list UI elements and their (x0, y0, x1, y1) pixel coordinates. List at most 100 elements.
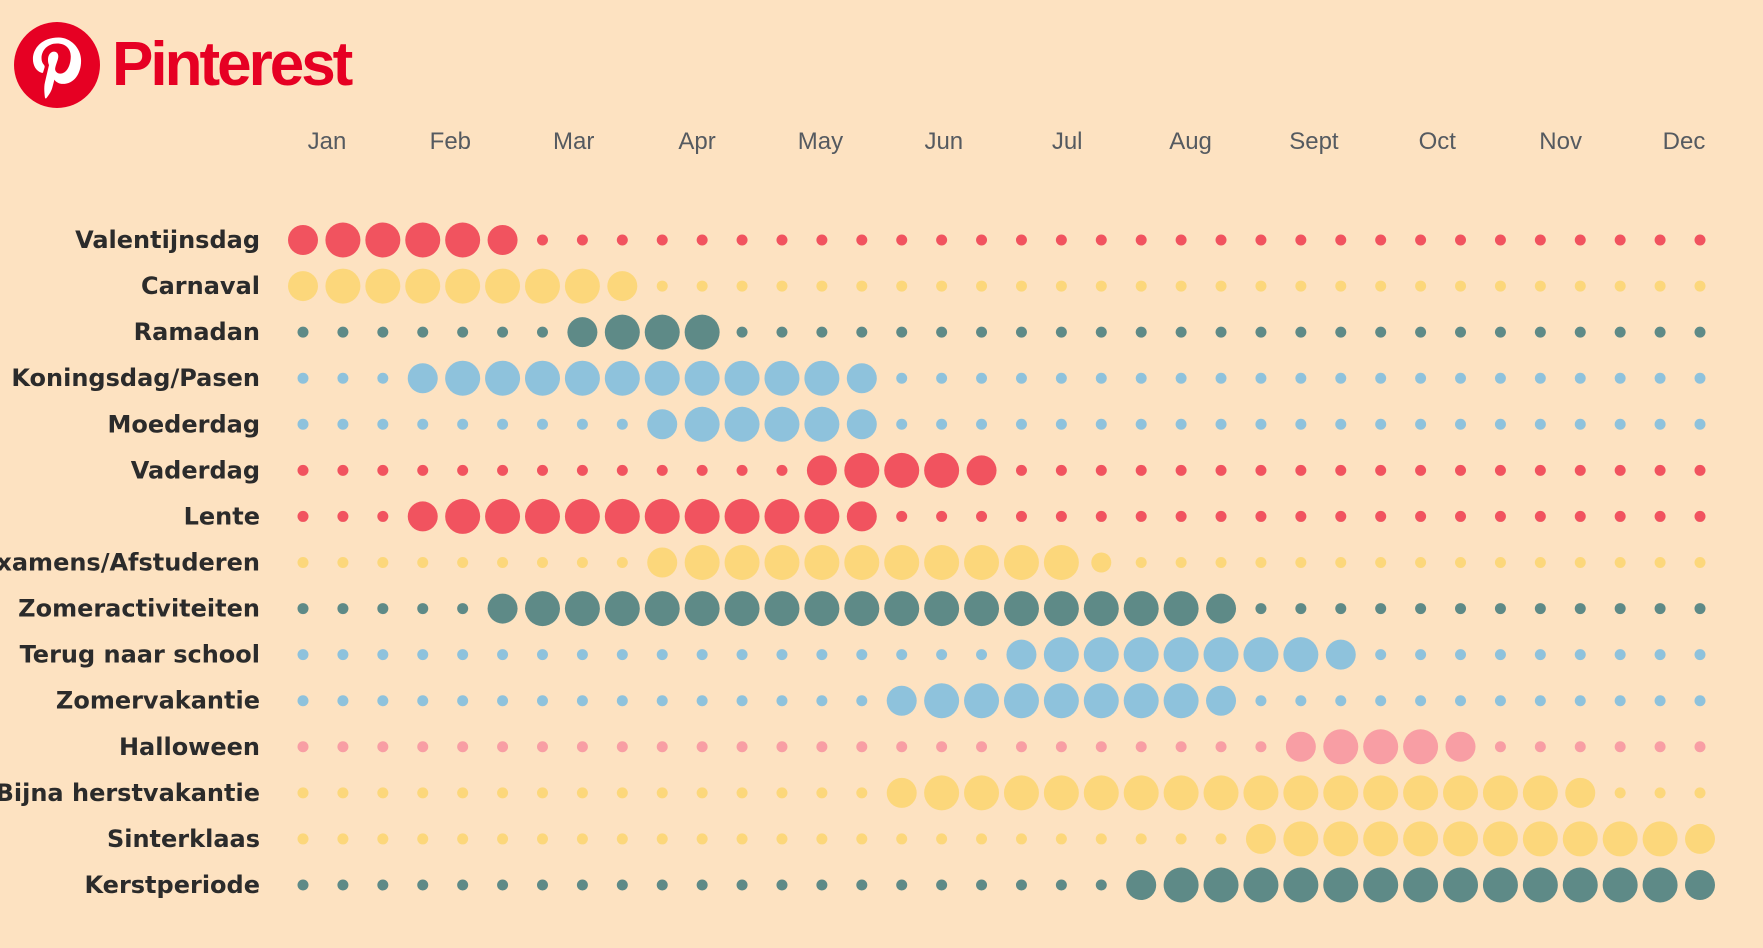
data-dot (1175, 372, 1187, 384)
data-dot (1043, 775, 1079, 811)
data-dot (1522, 867, 1558, 903)
row-label: Carnaval (141, 272, 260, 300)
data-dot (1015, 741, 1027, 753)
data-dot (1245, 823, 1276, 854)
data-dot (896, 510, 908, 522)
data-dot (736, 234, 748, 246)
data-dot (1283, 821, 1319, 857)
month-label: Jul (1052, 128, 1083, 155)
row-label: Zomervakantie (56, 687, 260, 715)
data-dot (1055, 464, 1067, 476)
data-dot (1403, 729, 1439, 765)
data-dot (1126, 870, 1157, 900)
data-dot (1654, 326, 1666, 338)
data-dot (776, 280, 788, 292)
data-dot (736, 879, 748, 891)
data-dot (1323, 775, 1359, 811)
data-dot (1055, 510, 1067, 522)
data-dot (924, 545, 960, 580)
data-dot (856, 833, 868, 845)
data-dot (816, 234, 828, 246)
data-dot (816, 695, 828, 707)
data-dot (1295, 695, 1307, 707)
data-dot (405, 222, 441, 258)
data-dot (1375, 372, 1387, 384)
data-dot (736, 326, 748, 338)
data-dot (976, 280, 988, 292)
data-dot (1363, 775, 1399, 811)
data-dot (1006, 639, 1037, 670)
data-dot (1654, 741, 1666, 753)
data-dot (1163, 637, 1199, 673)
data-dot (1295, 418, 1307, 430)
data-dot (1494, 280, 1506, 292)
data-dot (1255, 695, 1267, 707)
row-label: Koningsdag/Pasen (11, 364, 260, 392)
data-dot (1175, 833, 1187, 845)
data-dot (1685, 870, 1715, 900)
data-dot (816, 833, 828, 845)
data-dot (1175, 326, 1187, 338)
data-dot (1215, 372, 1227, 384)
data-dot (1255, 372, 1267, 384)
data-dot (816, 280, 828, 292)
data-dot (1694, 787, 1706, 799)
data-dot (1335, 510, 1347, 522)
month-label: Feb (430, 128, 471, 155)
data-dot (1614, 326, 1626, 338)
data-dot (1215, 510, 1227, 522)
data-dot (1083, 683, 1119, 719)
data-dot (337, 649, 349, 661)
data-dot (1455, 372, 1467, 384)
data-dot (884, 591, 920, 627)
data-dot (886, 777, 917, 808)
data-dot (684, 406, 720, 442)
row-label: Examens/Afstuderen (0, 549, 260, 577)
data-dot (1335, 557, 1347, 568)
data-dot (576, 741, 588, 753)
data-dot (1175, 234, 1187, 246)
data-dot (1163, 683, 1199, 719)
data-dot (656, 741, 668, 753)
data-dot (1403, 775, 1439, 811)
data-dot (1123, 591, 1159, 627)
data-dot (936, 372, 948, 384)
data-dot (457, 833, 469, 845)
data-dot (536, 879, 548, 891)
data-dot (457, 418, 469, 430)
data-dot (1215, 280, 1227, 292)
data-dot (886, 685, 917, 716)
data-dot (1654, 372, 1666, 384)
data-dot (445, 498, 481, 534)
data-dot (1083, 591, 1119, 627)
data-dot (844, 591, 880, 627)
data-dot (1654, 464, 1666, 476)
data-dot (1335, 326, 1347, 338)
data-dot (1135, 557, 1147, 568)
data-dot (816, 326, 828, 338)
data-dot (1323, 867, 1359, 903)
month-label: Aug (1169, 128, 1212, 155)
row-label: Moederdag (108, 410, 261, 438)
data-dot (616, 695, 628, 707)
data-dot (1175, 557, 1187, 568)
data-dot (776, 879, 788, 891)
data-dot (1415, 510, 1427, 522)
month-label: Jan (308, 128, 347, 155)
data-dot (616, 557, 628, 568)
data-dot (536, 418, 548, 430)
data-dot (457, 649, 469, 661)
data-dot (616, 879, 628, 891)
data-dot (1614, 741, 1626, 753)
data-dot (684, 314, 720, 350)
data-dot (844, 545, 880, 580)
data-dot (696, 695, 708, 707)
data-dot (1443, 821, 1479, 857)
data-dot (846, 363, 877, 394)
data-dot (1095, 372, 1107, 384)
data-dot (487, 593, 518, 624)
data-dot (804, 406, 840, 442)
data-dot (1283, 775, 1319, 811)
data-dot (1215, 464, 1227, 476)
data-dot (1574, 741, 1586, 753)
